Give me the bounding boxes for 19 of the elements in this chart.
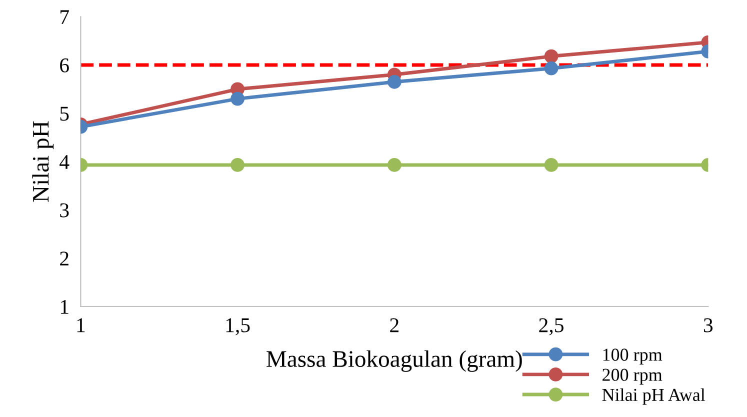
point [387, 158, 402, 172]
point [387, 74, 402, 89]
x-tick-label: 2,5 [539, 318, 564, 336]
y-tick-label: 2 [60, 252, 68, 266]
x-tick-label: 1 [77, 318, 85, 332]
y-tick-label: 6 [60, 58, 69, 72]
x-axis-title: Massa Biokoagulan (gram) [266, 350, 522, 372]
y-tick-label: 5 [60, 106, 69, 121]
y-tick-label: 4 [60, 155, 70, 169]
x-tick-label: 3 [704, 318, 713, 332]
legend-label: 100 rpm [603, 348, 662, 365]
x-tick-label: 1,5 [226, 318, 250, 336]
legend-label: Nilai pH Awal [602, 388, 706, 405]
y-tick-label: 1 [60, 300, 68, 314]
y-tick-label: 3 [60, 203, 69, 218]
x-tick-label: 2 [390, 318, 398, 332]
y-axis-title: Nilai pH [32, 121, 54, 202]
y-tick-label: 7 [60, 10, 69, 24]
legend-label: 200 rpm [602, 368, 662, 385]
